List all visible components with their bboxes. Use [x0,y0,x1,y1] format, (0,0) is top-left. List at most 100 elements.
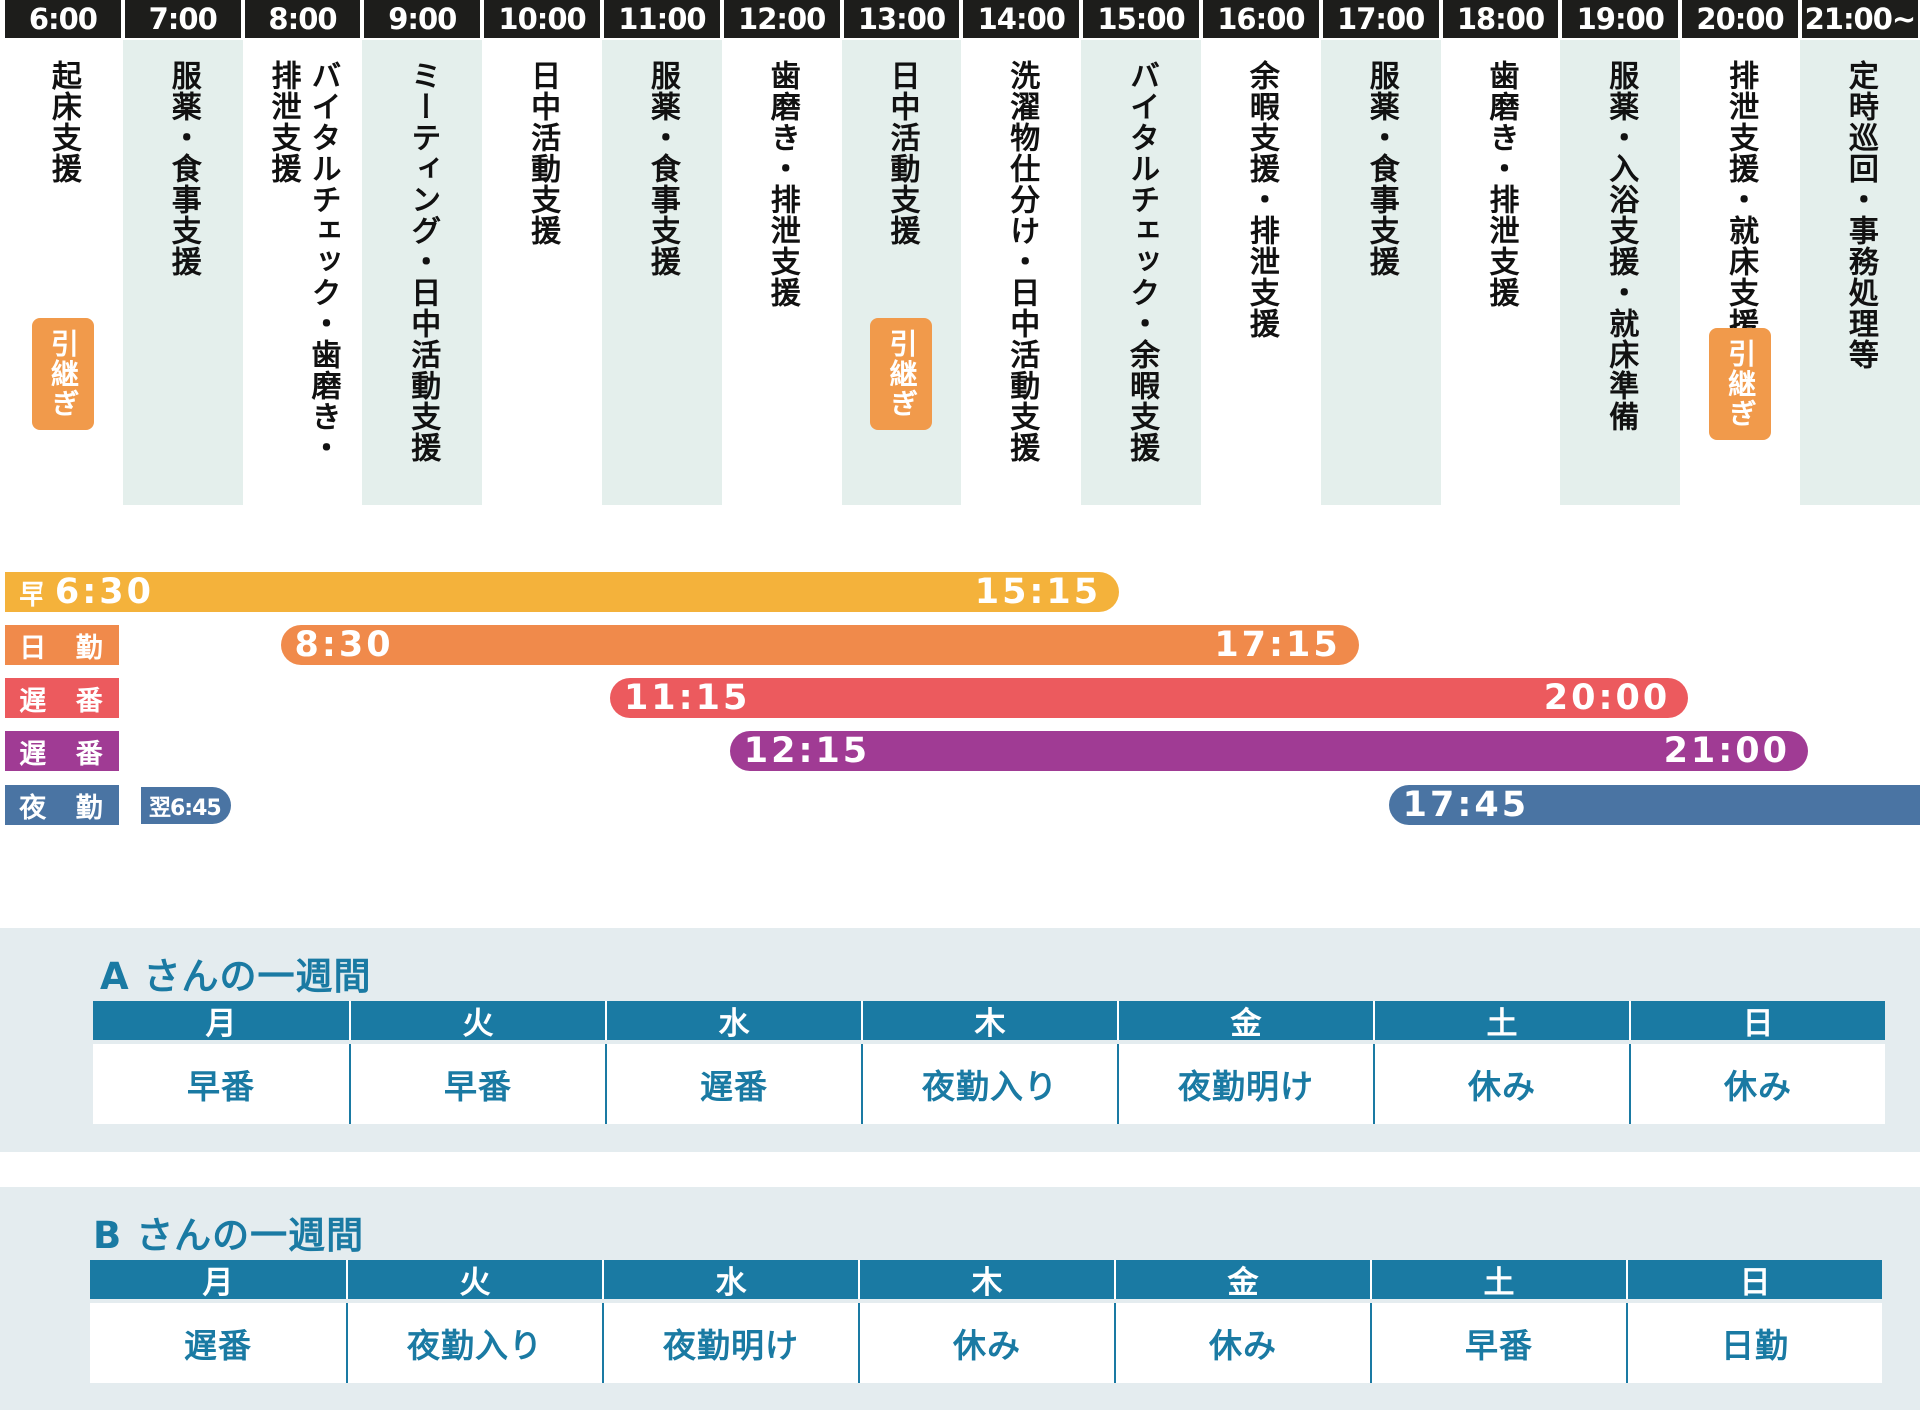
shift-end-time: 翌6:45 [141,787,231,824]
task-text: 日中活動支援 [842,60,962,246]
day-header: 火 [349,1001,605,1042]
shift-start-time: 17:45 [1402,785,1530,825]
hour-body: バイタルチェック・余暇支援 [1081,40,1201,505]
hour-body: 歯磨き・排泄支援 [1441,40,1561,505]
hour-label: 7:00 [124,0,241,38]
day-header: 日 [1626,1260,1882,1301]
hour-column: 9:00 ミーティング・日中活動支援 [362,0,483,505]
hour-column: 14:00 洗濯物仕分け・日中活動支援 [961,0,1081,505]
task-line: 服薬・食事支援 [165,60,201,277]
day-shift-cell: 夜勤入り [861,1044,1117,1124]
day-header: 木 [861,1001,1117,1042]
task-line: 余暇支援・排泄支援 [1243,60,1279,339]
shift-bar: 11:15 20:00 [609,678,1689,718]
hour-label: 9:00 [364,0,481,38]
hour-label: 21:00~ [1802,0,1918,38]
day-shift-cell: 遅番 [90,1303,346,1383]
task-line: 歯磨き・排泄支援 [764,60,800,308]
task-text: 歯磨き・排泄支援 [1441,60,1561,308]
hour-label: 13:00 [843,0,960,38]
hour-label: 10:00 [484,0,600,38]
day-header: 火 [346,1260,602,1301]
shift-label: 遅 番 [5,731,119,771]
task-text: 服薬・食事支援 [602,60,722,277]
task-text: バイタルチェック・歯磨き・ 排泄支援 [243,60,363,463]
task-line: 定時巡回・事務処理等 [1842,60,1878,370]
handover-badge: 引継ぎ [1709,328,1772,440]
shift-start-time: 11:15 [623,678,751,718]
hour-label: 16:00 [1203,0,1319,38]
day-header: 水 [602,1260,858,1301]
hour-body: 起床支援 引継ぎ [3,40,123,505]
task-text: ミーティング・日中活動支援 [362,60,482,463]
shift-start-time: 8:30 [294,625,394,665]
day-shift-cell: 夜勤明け [602,1303,858,1383]
task-text: 排泄支援・就床支援 [1680,60,1800,339]
hour-column: 8:00 バイタルチェック・歯磨き・ 排泄支援 [243,0,363,505]
day-shift-cell: 日勤 [1626,1303,1882,1383]
hour-body: 歯磨き・排泄支援 [722,40,842,505]
hour-body: 服薬・入浴支援・就床準備 [1560,40,1681,505]
task-line: バイタルチェック・余暇支援 [1124,60,1160,463]
hour-body: 洗濯物仕分け・日中活動支援 [961,40,1081,505]
day-header: 木 [858,1260,1114,1301]
hour-body: 排泄支援・就床支援 引継ぎ [1680,40,1800,505]
week-title: B さんの一週間 [93,1214,365,1257]
day-shift-cell: 早番 [93,1044,349,1124]
shift-end-time: 17:15 [1214,625,1341,665]
task-line: 歯磨き・排泄支援 [1483,60,1519,308]
hour-body: バイタルチェック・歯磨き・ 排泄支援 [243,40,363,505]
task-line: 起床支援 [45,60,81,184]
task-text: 服薬・食事支援 [123,60,243,277]
hour-label: 15:00 [1083,0,1199,38]
day-header: 月 [90,1260,346,1301]
hour-column: 18:00 歯磨き・排泄支援 [1441,0,1561,505]
day-shift-cell: 早番 [1370,1303,1626,1383]
hour-body: 服薬・食事支援 [602,40,722,505]
hour-label: 8:00 [244,0,361,38]
shift-end-time: 20:00 [1543,678,1671,718]
day-header: 土 [1373,1001,1629,1042]
hour-column: 17:00 服薬・食事支援 [1320,0,1441,505]
day-header: 月 [93,1001,349,1042]
task-line: 日中活動支援 [884,60,920,246]
day-shift-cell: 早番 [349,1044,605,1124]
task-text: 定時巡回・事務処理等 [1800,60,1920,370]
hour-label: 14:00 [963,0,1080,38]
hour-column: 10:00 日中活動支援 [482,0,602,505]
hour-body: 日中活動支援 [482,40,602,505]
hour-column: 6:00 起床支援 引継ぎ [3,0,123,505]
handover-badge: 引継ぎ [870,318,933,430]
task-line: 排泄支援 [265,60,301,184]
week-table: 月火水木金土日早番 早番 遅番 夜勤入り 夜勤明け 休み 休み [93,1001,1885,1124]
week-title: A さんの一週間 [100,955,372,998]
shift-bar: 6:30 15:15 [40,572,1120,612]
task-text: 洗濯物仕分け・日中活動支援 [961,60,1081,463]
day-shift-cell: 休み [858,1303,1114,1383]
shift-bar: 12:15 21:00 [729,731,1808,771]
day-header: 金 [1114,1260,1370,1301]
task-line: 洗濯物仕分け・日中活動支援 [1004,60,1040,463]
hour-body: ミーティング・日中活動支援 [362,40,483,505]
shift-start-time: 6:30 [54,572,154,612]
task-text: 服薬・食事支援 [1321,60,1441,277]
shift-bar: 8:30 17:15 [280,625,1359,665]
hour-body: 服薬・食事支援 [122,40,243,505]
hour-column: 11:00 服薬・食事支援 [602,0,722,505]
task-line: ミーティング・日中活動支援 [405,60,441,463]
day-shift-cell: 夜勤明け [1117,1044,1373,1124]
handover-badge: 引継ぎ [31,318,94,430]
hour-column: 13:00 日中活動支援引継ぎ [841,0,962,505]
day-header: 土 [1370,1260,1626,1301]
day-shift-cell: 休み [1629,1044,1885,1124]
hour-body: 余暇支援・排泄支援 [1201,40,1321,505]
shift-label: 夜 勤 [5,785,119,825]
shift-end-time: 15:15 [974,572,1102,612]
day-shift-cell: 夜勤入り [346,1303,602,1383]
hour-label: 17:00 [1322,0,1439,38]
task-text: 起床支援 [3,60,123,184]
hour-column: 19:00 服薬・入浴支援・就床準備 [1560,0,1681,505]
week-panel: A さんの一週間月火水木金土日早番 早番 遅番 夜勤入り 夜勤明け 休み 休み [0,928,1920,1152]
shift-bar: 17:45 [1388,785,1920,825]
task-text: 歯磨き・排泄支援 [722,60,842,308]
